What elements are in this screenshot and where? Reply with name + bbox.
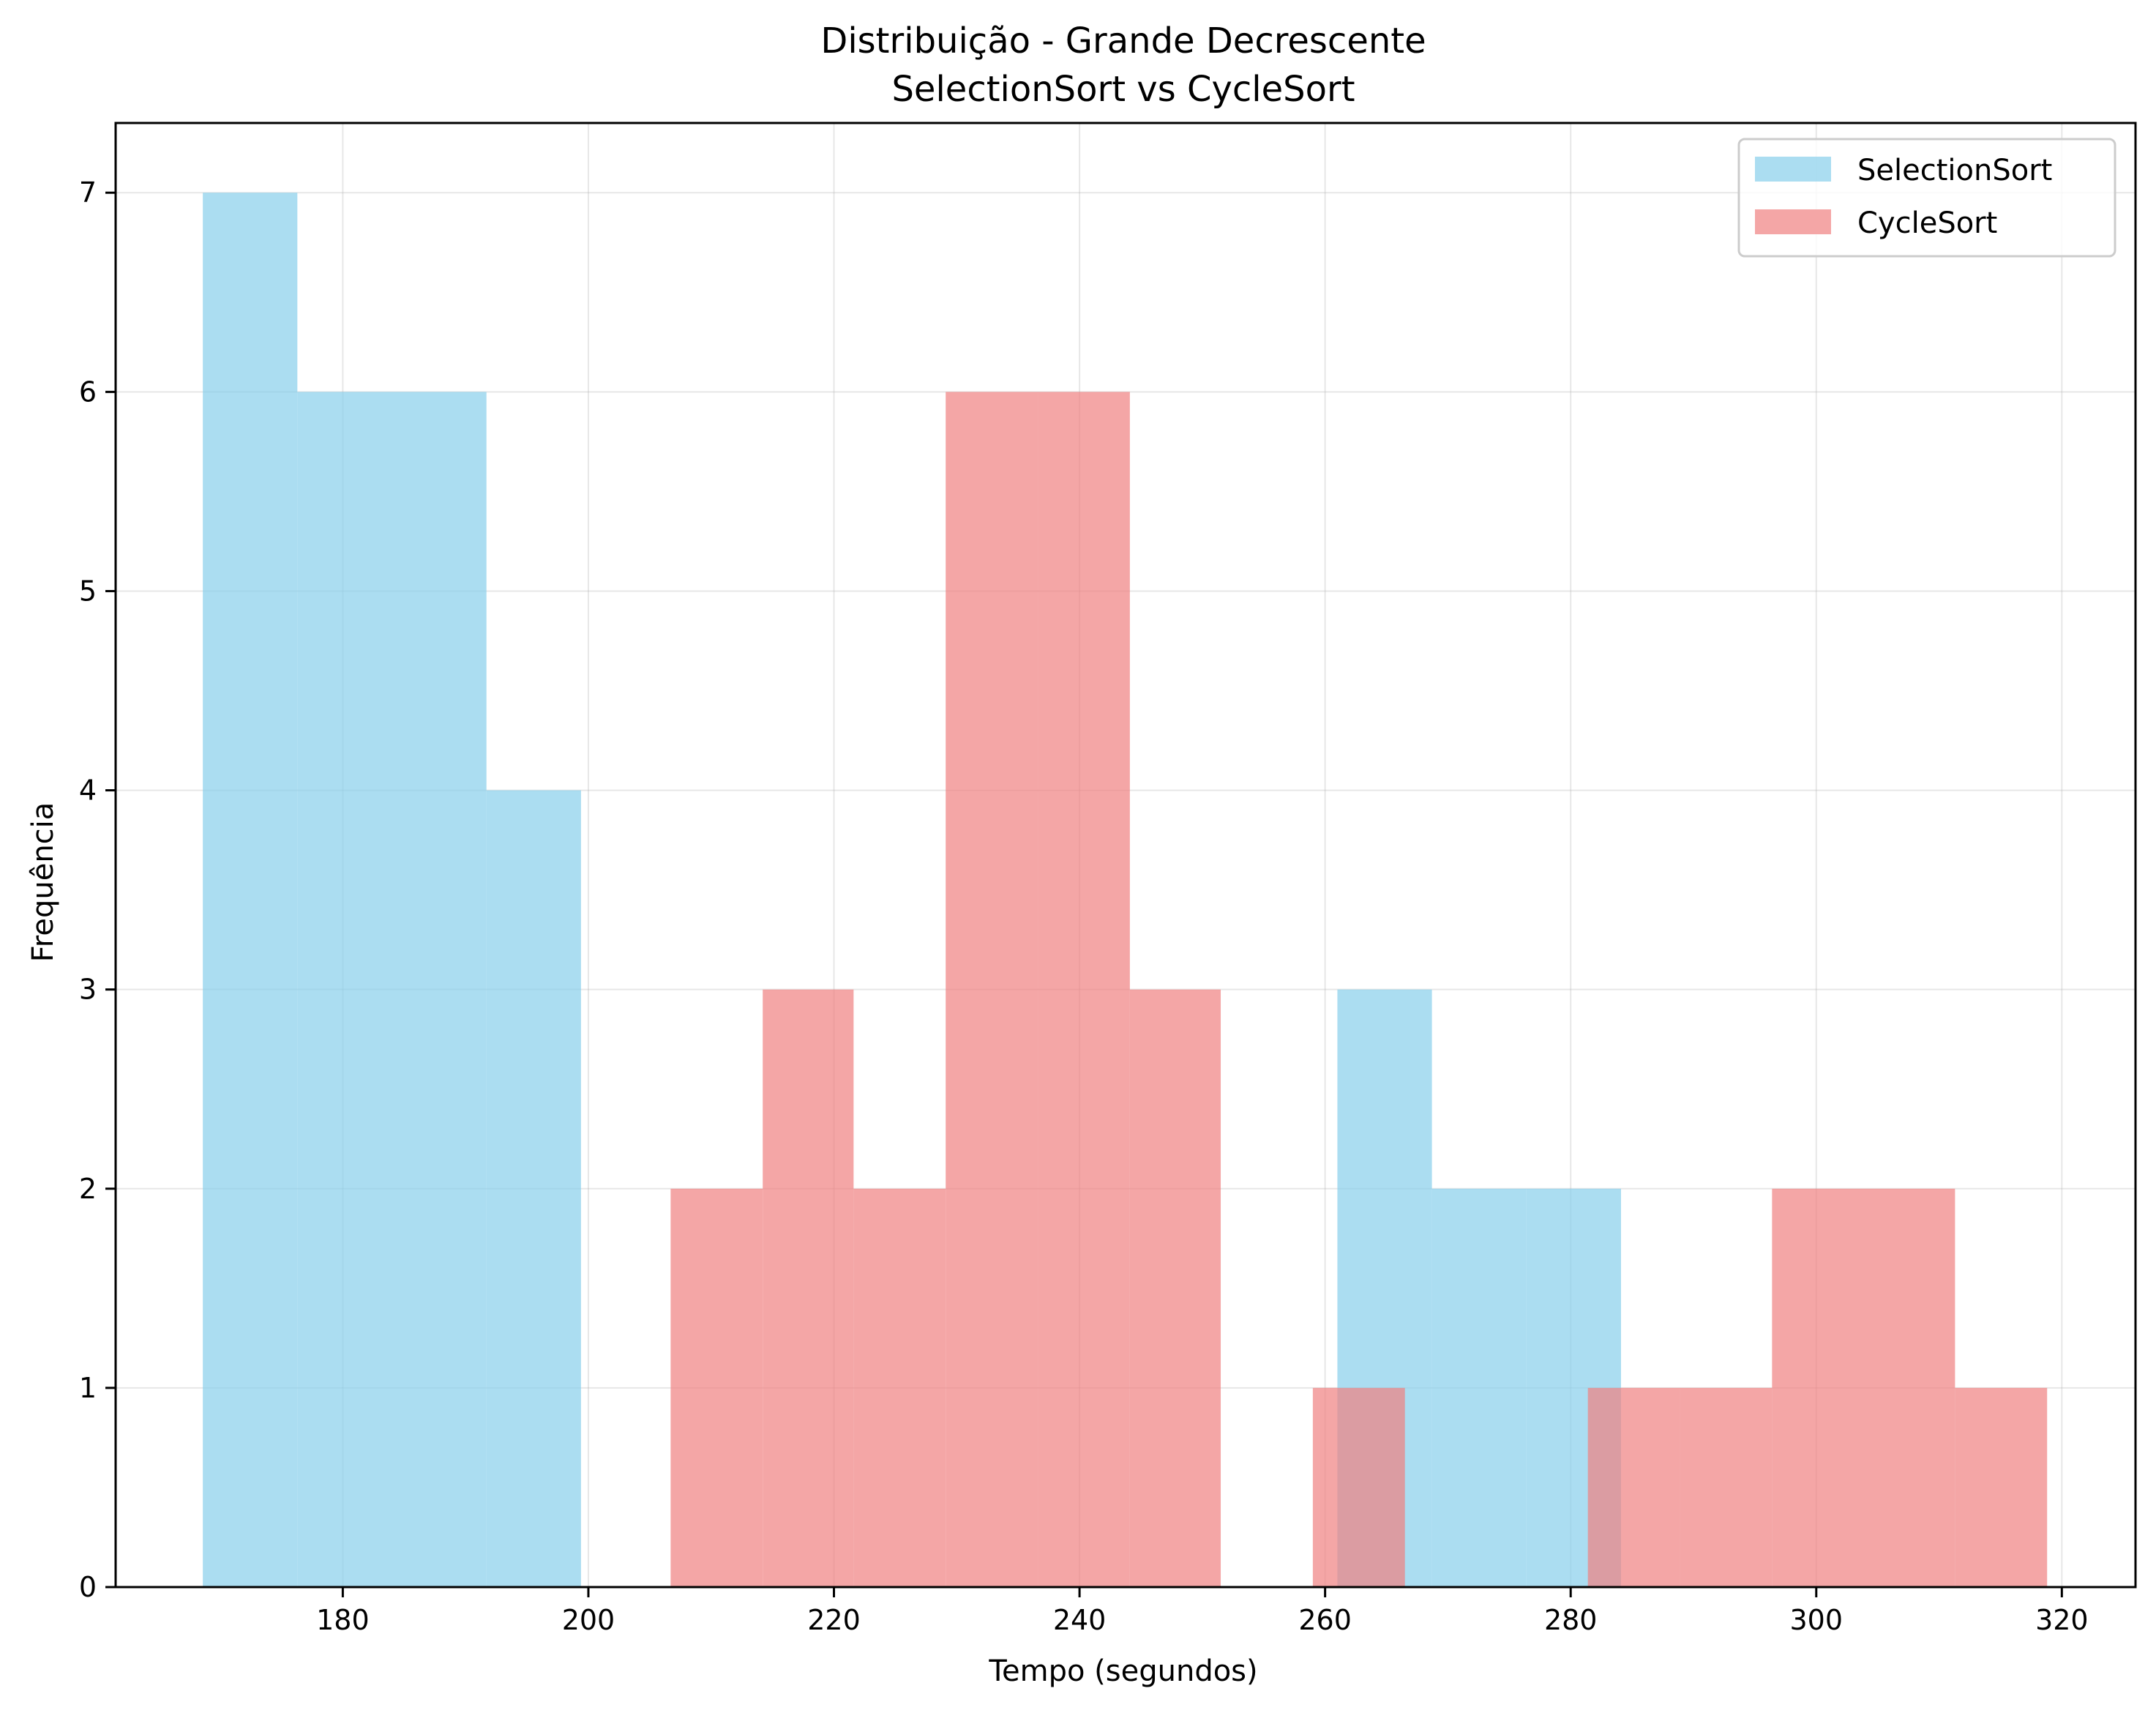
- y-tick-label: 2: [79, 1173, 97, 1205]
- y-tick-label: 5: [79, 575, 97, 607]
- bar-cyclesort: [1680, 1387, 1773, 1587]
- bar-cyclesort: [1772, 1188, 1863, 1587]
- x-tick-label: 260: [1298, 1604, 1352, 1636]
- bar-cyclesort: [763, 989, 854, 1587]
- bar-cyclesort: [1038, 392, 1130, 1587]
- bar-cyclesort: [670, 1188, 763, 1587]
- bar-selectionsort: [203, 193, 298, 1588]
- x-tick-label: 220: [807, 1604, 861, 1636]
- plot-area-frame: [114, 122, 2137, 1589]
- bar-cyclesort: [853, 1188, 946, 1587]
- bar-cyclesort: [1587, 1387, 1680, 1587]
- bar-selectionsort: [486, 790, 581, 1587]
- bar-cyclesort: [946, 392, 1038, 1587]
- x-tick-label: 180: [316, 1604, 370, 1636]
- y-axis-ticks: 0 1 2 3 4 5 6 7: [79, 176, 116, 1603]
- y-tick-label: 3: [79, 974, 97, 1006]
- bar-cyclesort: [1955, 1387, 2048, 1587]
- chart-title-line-2: SelectionSort vs CycleSort: [891, 69, 1355, 110]
- chart-title-line-1: Distribuição - Grande Decrescente: [820, 20, 1426, 61]
- x-tick-label: 200: [562, 1604, 615, 1636]
- legend-box: [1737, 138, 2116, 258]
- bar-cyclesort: [1312, 1387, 1405, 1587]
- y-axis-label: Frequência: [26, 802, 60, 963]
- x-tick-label: 280: [1544, 1604, 1598, 1636]
- x-tick-label: 320: [2035, 1604, 2089, 1636]
- bar-selectionsort: [297, 392, 392, 1587]
- bar-selectionsort: [392, 392, 487, 1587]
- legend-label-cyclesort: CycleSort: [1857, 206, 1997, 240]
- y-tick-label: 7: [79, 176, 97, 209]
- bar-cyclesort: [1129, 989, 1221, 1587]
- y-tick-label: 0: [79, 1571, 97, 1603]
- bar-cyclesort: [1863, 1188, 1955, 1587]
- x-tick-label: 240: [1053, 1604, 1107, 1636]
- y-tick-label: 4: [79, 775, 97, 807]
- x-axis-ticks: 180 200 220 240 260 280 300 320: [316, 1587, 2089, 1636]
- x-tick-label: 300: [1790, 1604, 1844, 1636]
- legend: SelectionSort CycleSort: [1737, 138, 2116, 258]
- legend-swatch-selectionsort: [1755, 157, 1831, 182]
- legend-label-selectionsort: SelectionSort: [1857, 154, 2052, 187]
- legend-swatch-cyclesort: [1755, 209, 1831, 234]
- histogram-bars: [203, 193, 2048, 1588]
- x-axis-label: Tempo (segundos): [988, 1654, 1257, 1688]
- bar-selectionsort: [1431, 1188, 1527, 1587]
- y-tick-label: 1: [79, 1372, 97, 1404]
- y-tick-label: 6: [79, 376, 97, 408]
